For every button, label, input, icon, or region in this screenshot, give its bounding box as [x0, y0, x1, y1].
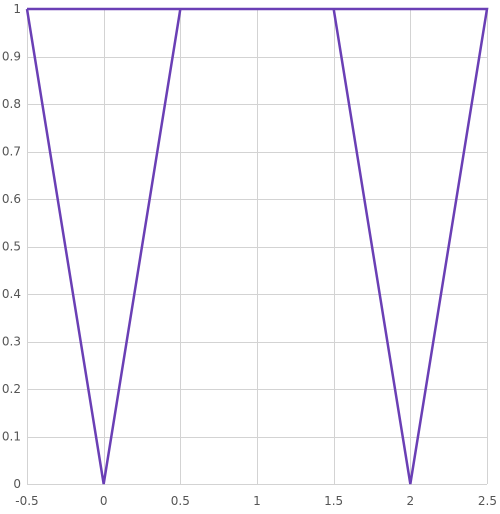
x-tick-label: -0.5 — [15, 494, 38, 508]
y-tick-label: 0.9 — [2, 50, 21, 64]
series-group — [25, 7, 489, 485]
y-axis-tick-labels: 0 0.1 0.2 0.3 0.4 0.5 0.6 0.7 0.8 0.9 1 — [2, 2, 21, 491]
x-tick-label: 2.5 — [478, 494, 497, 508]
y-tick-label: 0.4 — [2, 287, 21, 301]
y-tick-label: 0.6 — [2, 192, 21, 206]
y-tick-label: 1 — [13, 2, 21, 16]
x-tick-label: 1 — [253, 494, 261, 508]
y-tick-label: 0.5 — [2, 240, 21, 254]
x-tick-label: 0 — [100, 494, 108, 508]
x-tick-label: 2 — [407, 494, 415, 508]
y-tick-label: 0.7 — [2, 145, 21, 159]
series-line-1 — [25, 7, 489, 485]
y-tick-label: 0 — [13, 477, 21, 491]
x-tick-label: 1.5 — [324, 494, 343, 508]
y-tick-label: 0.2 — [2, 382, 21, 396]
x-axis-tick-labels: -0.5 0 0.5 1 1.5 2 2.5 — [15, 494, 497, 508]
y-tick-label: 0.8 — [2, 97, 21, 111]
grid — [27, 9, 488, 485]
x-tick-label: 0.5 — [171, 494, 190, 508]
y-tick-label: 0.1 — [2, 430, 21, 444]
y-tick-label: 0.3 — [2, 335, 21, 349]
